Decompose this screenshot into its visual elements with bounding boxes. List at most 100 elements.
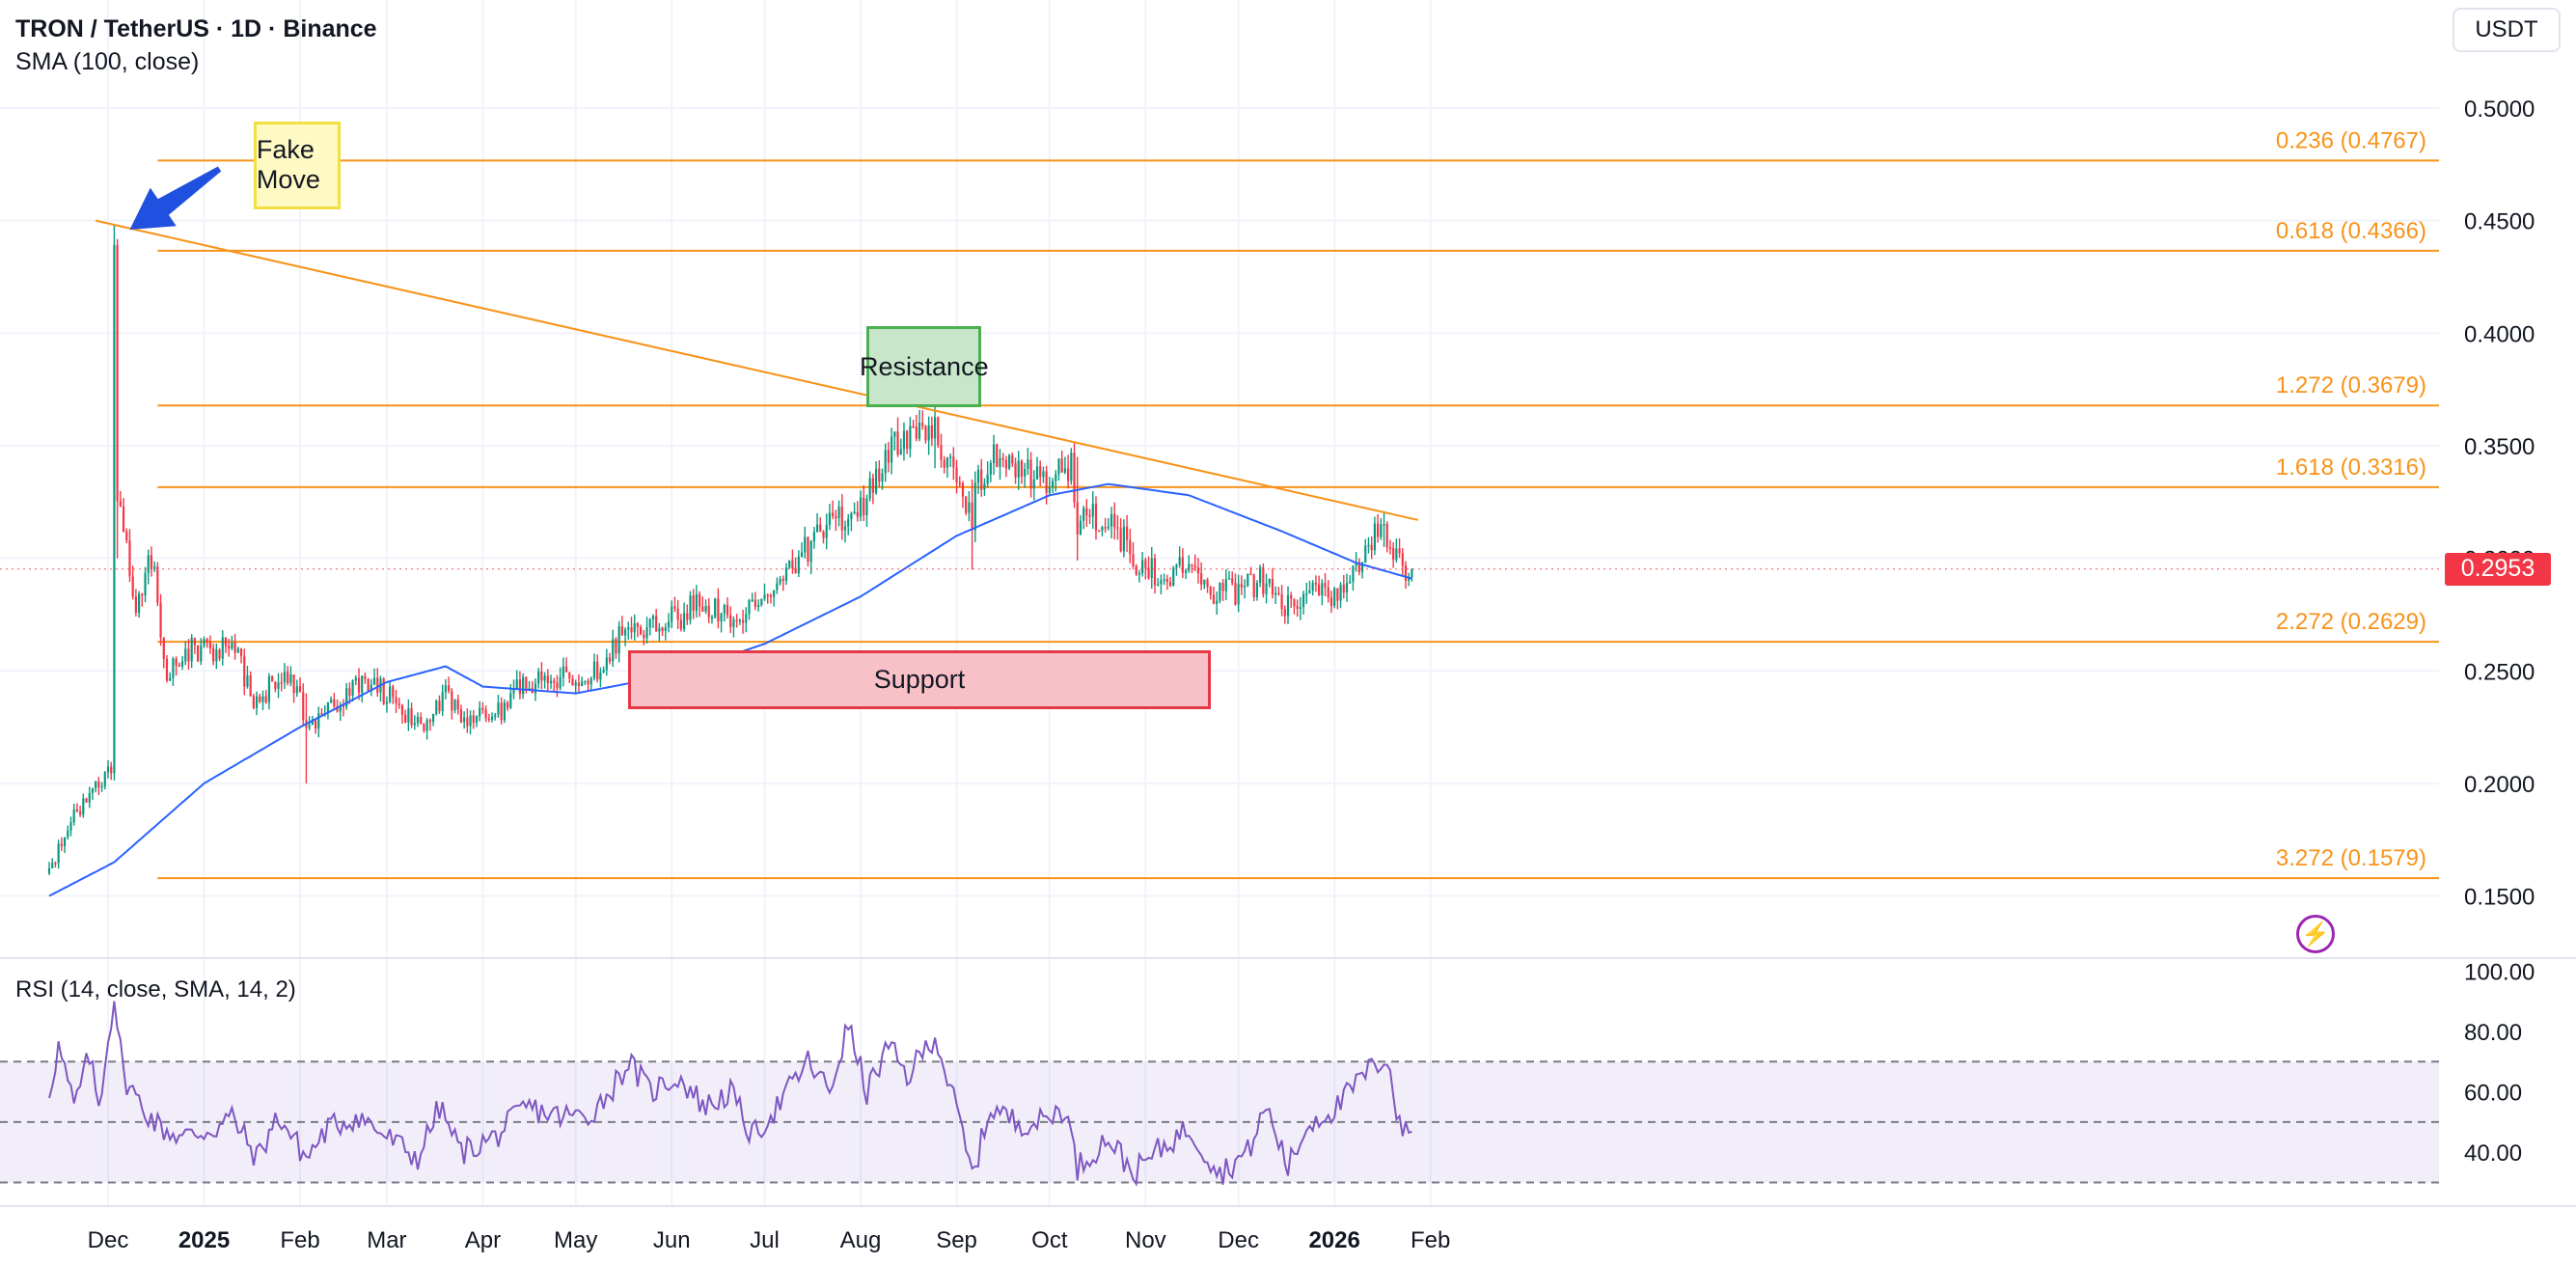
candle[interactable] bbox=[912, 426, 915, 427]
candle[interactable] bbox=[1027, 459, 1029, 469]
candle[interactable] bbox=[902, 430, 906, 450]
candle[interactable] bbox=[1231, 578, 1234, 583]
candle[interactable] bbox=[277, 682, 280, 689]
currency-button[interactable]: USDT bbox=[2453, 8, 2561, 52]
candle[interactable] bbox=[701, 606, 704, 612]
candle[interactable] bbox=[348, 688, 351, 697]
candle[interactable] bbox=[1377, 523, 1380, 537]
candle[interactable] bbox=[1283, 609, 1286, 617]
candle[interactable] bbox=[1293, 598, 1296, 607]
candle[interactable] bbox=[1308, 590, 1311, 593]
candle[interactable] bbox=[1178, 557, 1181, 565]
candle[interactable] bbox=[372, 677, 376, 685]
candle[interactable] bbox=[748, 599, 751, 615]
candle[interactable] bbox=[1296, 606, 1299, 609]
candle[interactable] bbox=[559, 676, 562, 689]
candle[interactable] bbox=[1247, 573, 1249, 587]
candle[interactable] bbox=[1265, 583, 1268, 594]
candle[interactable] bbox=[837, 506, 840, 519]
candle[interactable] bbox=[435, 701, 438, 714]
candle[interactable] bbox=[1129, 539, 1132, 555]
candle[interactable] bbox=[1357, 562, 1360, 572]
candle[interactable] bbox=[1101, 527, 1104, 531]
candle[interactable] bbox=[407, 708, 410, 723]
candle[interactable] bbox=[1401, 553, 1404, 566]
rsi-indicator-label[interactable]: RSI (14, close, SMA, 14, 2) bbox=[15, 976, 296, 1003]
candle[interactable] bbox=[1122, 526, 1125, 552]
candle[interactable] bbox=[1240, 584, 1243, 588]
candle[interactable] bbox=[330, 699, 333, 703]
candle[interactable] bbox=[881, 473, 884, 482]
candle[interactable] bbox=[389, 686, 392, 702]
candle[interactable] bbox=[500, 702, 503, 721]
candle[interactable] bbox=[1045, 471, 1048, 493]
candle[interactable] bbox=[853, 511, 856, 514]
candle[interactable] bbox=[732, 619, 735, 627]
candle[interactable] bbox=[302, 692, 305, 721]
candle[interactable] bbox=[1277, 592, 1280, 595]
candle[interactable] bbox=[1360, 563, 1364, 572]
candle[interactable] bbox=[1380, 524, 1383, 537]
candle[interactable] bbox=[1212, 594, 1216, 604]
candle[interactable] bbox=[1137, 573, 1141, 575]
candle[interactable] bbox=[1029, 459, 1032, 489]
candle[interactable] bbox=[815, 524, 819, 533]
candle[interactable] bbox=[945, 457, 949, 468]
candle[interactable] bbox=[863, 497, 865, 515]
candle[interactable] bbox=[720, 613, 723, 621]
candle[interactable] bbox=[643, 634, 645, 639]
candle[interactable] bbox=[729, 615, 732, 627]
candle[interactable] bbox=[581, 681, 584, 687]
candle[interactable] bbox=[627, 627, 630, 630]
candle[interactable] bbox=[339, 704, 342, 712]
candle[interactable] bbox=[553, 680, 556, 683]
candle[interactable] bbox=[1125, 526, 1129, 540]
candle[interactable] bbox=[392, 686, 395, 698]
candle[interactable] bbox=[125, 531, 128, 541]
candle[interactable] bbox=[1224, 579, 1227, 591]
candle[interactable] bbox=[367, 678, 370, 692]
candle[interactable] bbox=[1333, 588, 1336, 606]
candle[interactable] bbox=[1196, 567, 1200, 574]
candle[interactable] bbox=[425, 720, 428, 731]
candle[interactable] bbox=[1336, 588, 1339, 601]
candle[interactable] bbox=[1032, 479, 1035, 489]
candle[interactable] bbox=[807, 536, 809, 563]
candle[interactable] bbox=[231, 642, 233, 648]
candle[interactable] bbox=[714, 598, 717, 618]
candle[interactable] bbox=[431, 713, 435, 723]
candle[interactable] bbox=[822, 531, 825, 538]
candle[interactable] bbox=[769, 594, 773, 597]
candle[interactable] bbox=[1085, 508, 1088, 515]
candle[interactable] bbox=[370, 684, 372, 692]
candle[interactable] bbox=[212, 647, 215, 662]
candle[interactable] bbox=[88, 792, 91, 803]
candle[interactable] bbox=[664, 627, 667, 631]
candle[interactable] bbox=[308, 725, 311, 728]
candle[interactable] bbox=[497, 702, 500, 715]
candle[interactable] bbox=[896, 431, 899, 454]
candle[interactable] bbox=[1280, 594, 1283, 610]
candle[interactable] bbox=[1262, 566, 1265, 594]
candle[interactable] bbox=[726, 604, 729, 616]
candle[interactable] bbox=[122, 506, 125, 532]
candle[interactable] bbox=[949, 456, 952, 458]
candle[interactable] bbox=[506, 702, 509, 708]
candle[interactable] bbox=[800, 552, 804, 557]
candle[interactable] bbox=[534, 683, 537, 694]
candle[interactable] bbox=[1039, 466, 1042, 478]
candle[interactable] bbox=[1268, 579, 1271, 584]
candle[interactable] bbox=[840, 506, 843, 531]
candle[interactable] bbox=[952, 456, 955, 468]
candle[interactable] bbox=[1165, 579, 1168, 583]
candle[interactable] bbox=[608, 657, 612, 662]
candle[interactable] bbox=[218, 649, 221, 659]
candle[interactable] bbox=[710, 617, 714, 619]
candle[interactable] bbox=[413, 723, 416, 726]
candle[interactable] bbox=[165, 658, 169, 681]
candle[interactable] bbox=[156, 566, 159, 603]
candle[interactable] bbox=[1408, 576, 1411, 581]
candle[interactable] bbox=[1001, 457, 1004, 460]
candle[interactable] bbox=[106, 766, 110, 773]
candle[interactable] bbox=[940, 445, 943, 460]
